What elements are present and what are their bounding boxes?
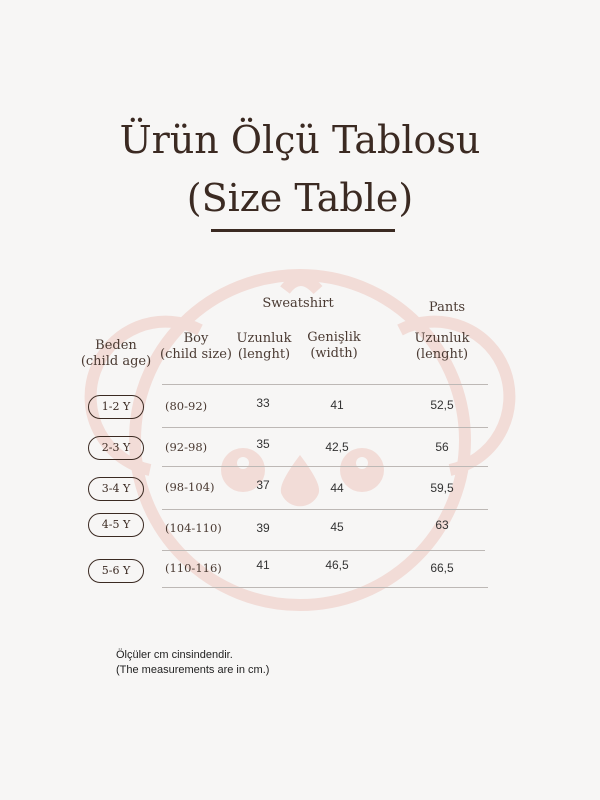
row-divider [162,550,485,551]
header-line: (lenght) [237,347,291,362]
header-line: Uzunluk [236,331,292,346]
group-header-sweatshirt: Sweatshirt [262,296,334,311]
row-divider [162,466,488,467]
page-title: Ürün Ölçü Tablosu [119,118,481,162]
header-line: (lenght) [415,347,469,362]
sweatshirt-width-cell: 41 [330,398,344,412]
header-line: Genişlik [307,330,361,345]
title-underline [211,229,395,232]
sweatshirt-length-cell: 37 [256,478,270,492]
size-cell: (104-110) [165,521,222,535]
page-subtitle: (Size Table) [186,176,414,220]
column-header-pants-length: Uzunluk (lenght) [402,331,482,363]
column-header-size: Boy (child size) [156,331,236,363]
header-line: Boy [183,331,209,346]
units-note-english: (The measurements are in cm.) [116,664,270,676]
size-cell: (92-98) [165,440,208,454]
row-divider [162,427,488,428]
pants-length-cell: 59,5 [430,481,454,495]
header-line: Uzunluk [414,331,470,346]
column-header-sweatshirt-length: Uzunluk (lenght) [226,331,302,363]
row-divider [162,587,488,588]
age-badge: 2-3 Y [88,436,144,460]
header-line: Beden [95,338,137,353]
size-cell: (98-104) [165,480,215,494]
age-badge: 1-2 Y [88,395,144,419]
pants-length-cell: 52,5 [430,398,454,412]
pants-length-cell: 66,5 [430,561,454,575]
sweatshirt-width-cell: 44 [330,481,344,495]
pants-length-cell: 63 [435,518,449,532]
units-note: Ölçüler cm cinsindendir. [116,649,233,661]
size-cell: (110-116) [165,561,222,575]
sweatshirt-width-cell: 45 [330,520,344,534]
sweatshirt-width-cell: 42,5 [325,440,349,454]
column-header-sweatshirt-width: Genişlik (width) [294,330,374,362]
header-line: (child age) [80,354,152,369]
pants-length-cell: 56 [435,440,449,454]
sweatshirt-length-cell: 41 [256,558,270,572]
header-line: (child size) [160,347,232,362]
sweatshirt-width-cell: 46,5 [325,558,349,572]
sweatshirt-length-cell: 35 [256,437,270,451]
age-badge: 3-4 Y [88,477,144,501]
group-header-pants: Pants [428,300,466,315]
sweatshirt-length-cell: 39 [256,521,270,535]
age-badge: 4-5 Y [88,513,144,537]
sweatshirt-length-cell: 33 [256,396,270,410]
header-line: (width) [310,346,358,361]
size-cell: (80-92) [165,399,208,413]
column-header-age: Beden (child age) [76,338,156,370]
row-divider [162,384,488,385]
age-badge: 5-6 Y [88,559,144,583]
row-divider [162,509,488,510]
